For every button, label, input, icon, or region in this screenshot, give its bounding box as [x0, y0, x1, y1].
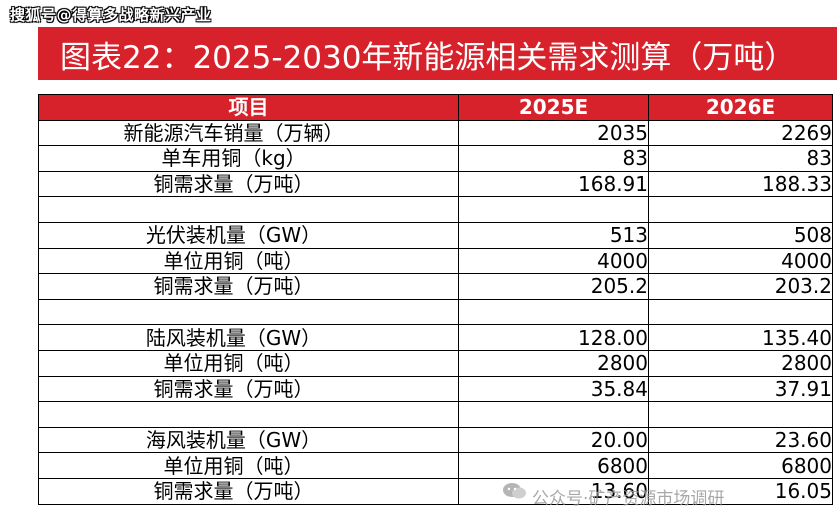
- value-2025e: [458, 196, 649, 223]
- table-row: 陆风装机量（GW） 128.00 135.40: [38, 324, 833, 351]
- table-row: 铜需求量（万吨） 35.84 37.91: [38, 375, 833, 403]
- value-2026e: 4000: [648, 247, 833, 275]
- spacer-row: [38, 196, 833, 223]
- row-label: [38, 298, 459, 326]
- table-row: 光伏装机量（GW） 513 508: [38, 221, 833, 249]
- value-2026e: 135.40: [648, 324, 833, 351]
- row-label: 单位用铜（吨）: [38, 349, 459, 377]
- value-2026e: 6800: [648, 452, 833, 479]
- spacer-row: [38, 401, 833, 428]
- table-row: 单车用铜（kg） 83 83: [38, 145, 833, 172]
- row-label: [38, 401, 459, 428]
- row-label: [38, 196, 459, 223]
- value-2025e: 168.91: [458, 170, 649, 198]
- row-label: 铜需求量（万吨）: [38, 477, 459, 505]
- row-label: 单位用铜（吨）: [38, 452, 459, 479]
- value-2025e: 128.00: [458, 324, 649, 351]
- value-2026e: 83: [648, 145, 833, 172]
- value-2025e: 13.60: [458, 477, 649, 505]
- value-2025e: 20.00: [458, 426, 649, 454]
- table-row: 新能源汽车销量（万辆） 2035 2269: [38, 119, 833, 147]
- value-2025e: 205.2: [458, 273, 649, 300]
- value-2025e: [458, 298, 649, 326]
- header-2025e: 2025E: [458, 94, 649, 121]
- header-item: 项目: [38, 94, 459, 121]
- page-title: 图表22：2025-2030年新能源相关需求测算（万吨）: [60, 40, 796, 76]
- table-row: 单位用铜（吨） 4000 4000: [38, 247, 833, 275]
- value-2025e: 2800: [458, 349, 649, 377]
- row-label: 铜需求量（万吨）: [38, 375, 459, 403]
- table-row: 单位用铜（吨） 2800 2800: [38, 349, 833, 377]
- header-2026e: 2026E: [648, 94, 833, 121]
- value-2026e: 508: [648, 221, 833, 249]
- value-2026e: 37.91: [648, 375, 833, 403]
- spacer-row: [38, 298, 833, 326]
- value-2026e: 188.33: [648, 170, 833, 198]
- table-row: 铜需求量（万吨） 205.2 203.2: [38, 273, 833, 300]
- watermark-top: 搜狐号@得算多战略新兴产业: [10, 6, 212, 24]
- value-2026e: 2800: [648, 349, 833, 377]
- watermark-bottom: 公众号·矿产资源市场调研: [532, 489, 725, 509]
- row-label: 新能源汽车销量（万辆）: [38, 119, 459, 147]
- value-2026e: 203.2: [648, 273, 833, 300]
- table-row: 铜需求量（万吨） 13.60 16.05: [38, 477, 833, 505]
- wechat-icon: [503, 483, 526, 499]
- value-2026e: [648, 401, 833, 428]
- row-label: 单位用铜（吨）: [38, 247, 459, 275]
- value-2026e: [648, 298, 833, 326]
- row-label: 光伏装机量（GW）: [38, 221, 459, 249]
- table-row: 单位用铜（吨） 6800 6800: [38, 452, 833, 479]
- value-2025e: [458, 401, 649, 428]
- row-label: 海风装机量（GW）: [38, 426, 459, 454]
- value-2026e: 2269: [648, 119, 833, 147]
- value-2025e: 4000: [458, 247, 649, 275]
- row-label: 铜需求量（万吨）: [38, 170, 459, 198]
- row-label: 铜需求量（万吨）: [38, 273, 459, 300]
- data-table: 项目 2025E 2026E 新能源汽车销量（万辆） 2035 2269 单车用铜（k…: [38, 94, 833, 505]
- value-2025e: 513: [458, 221, 649, 249]
- table-row: 铜需求量（万吨） 168.91 188.33: [38, 170, 833, 198]
- table-row: 海风装机量（GW） 20.00 23.60: [38, 426, 833, 454]
- row-label: 单车用铜（kg）: [38, 145, 459, 172]
- value-2026e: 23.60: [648, 426, 833, 454]
- value-2025e: 6800: [458, 452, 649, 479]
- value-2025e: 83: [458, 145, 649, 172]
- value-2025e: 35.84: [458, 375, 649, 403]
- title-banner: 图表22：2025-2030年新能源相关需求测算（万吨）: [38, 27, 837, 80]
- row-label: 陆风装机量（GW）: [38, 324, 459, 351]
- value-2025e: 2035: [458, 119, 649, 147]
- table-header-row: 项目 2025E 2026E: [38, 94, 833, 121]
- value-2026e: [648, 196, 833, 223]
